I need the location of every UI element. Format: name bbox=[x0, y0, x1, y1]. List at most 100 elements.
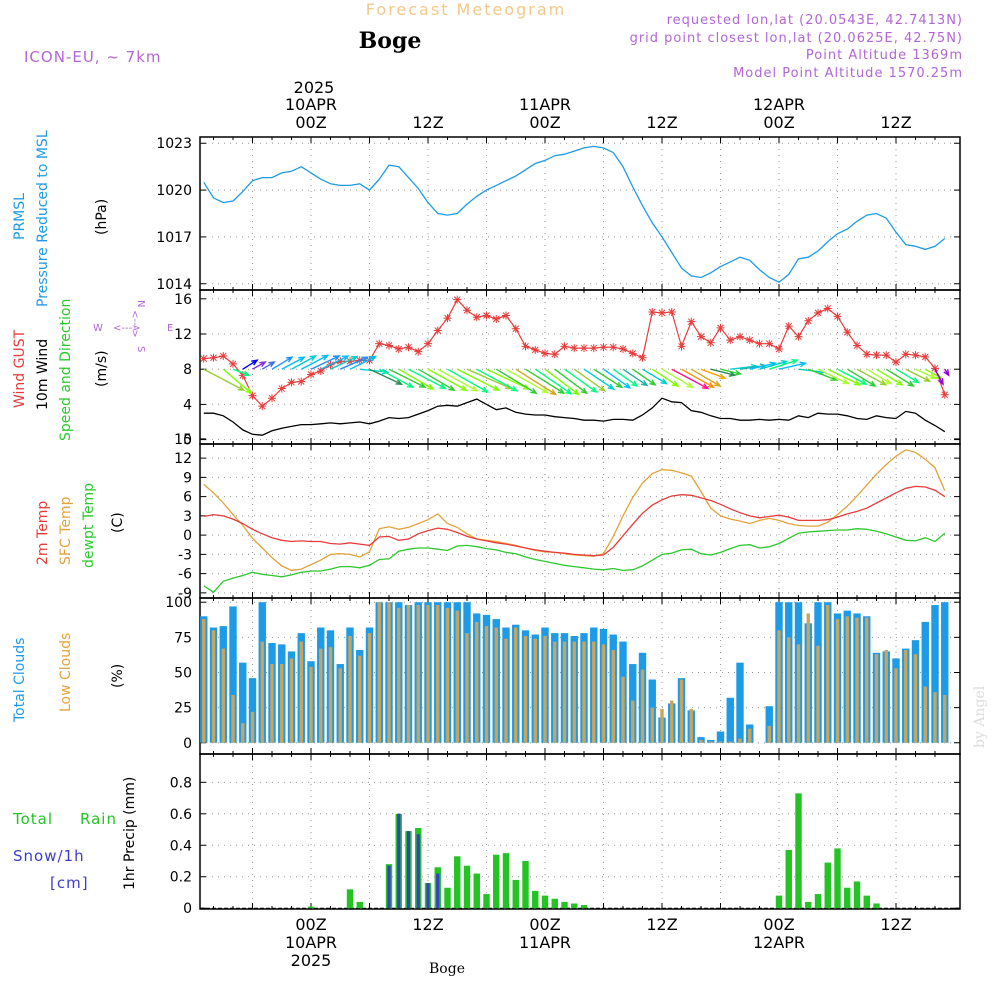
wind-direction-arrow bbox=[632, 368, 657, 386]
top-date-label: 10APR bbox=[285, 95, 337, 114]
gust-marker bbox=[550, 350, 559, 359]
wind-direction-arrow bbox=[408, 368, 447, 390]
y-tick-label: 0.2 bbox=[170, 870, 192, 886]
low-cloud-bar bbox=[426, 605, 430, 743]
temp2m-label: 2m Temp bbox=[35, 501, 51, 565]
low-cloud-bar bbox=[455, 610, 459, 743]
low-cloud-bar bbox=[816, 645, 820, 743]
rain-bar bbox=[463, 865, 471, 909]
gust-marker bbox=[687, 317, 696, 326]
low-cloud-bar bbox=[835, 619, 840, 743]
footer-location: Boge bbox=[429, 961, 465, 977]
rain-bar bbox=[356, 901, 363, 909]
sfc-temp-label: SFC Temp bbox=[58, 496, 74, 565]
rain-bar bbox=[795, 793, 802, 909]
gust-marker bbox=[433, 326, 442, 335]
low-cloud-bar bbox=[611, 650, 615, 743]
gust-marker bbox=[882, 351, 891, 360]
wind-label: 10m Wind bbox=[35, 339, 51, 410]
gust-marker bbox=[599, 343, 608, 352]
gust-marker bbox=[336, 357, 345, 366]
low-cloud-bar bbox=[338, 668, 342, 743]
y-tick-label: 8 bbox=[183, 362, 192, 378]
low-cloud-bar bbox=[250, 711, 255, 743]
wind-direction-arrow bbox=[330, 355, 359, 370]
wind-direction-arrow bbox=[427, 368, 468, 392]
rain-bar bbox=[853, 881, 861, 909]
dewpoint-line bbox=[203, 528, 946, 594]
gust-marker bbox=[706, 338, 715, 347]
y-tick-label: 1020 bbox=[156, 183, 192, 199]
pressure-unit: (hPa) bbox=[94, 199, 110, 235]
total-cloud-bar bbox=[229, 606, 237, 743]
snow-bar bbox=[426, 883, 430, 909]
y-tick-label: 1017 bbox=[156, 230, 192, 246]
wind-direction-arrow bbox=[661, 368, 694, 389]
wind-direction-arrow bbox=[291, 355, 318, 370]
low-cloud-bar bbox=[436, 605, 440, 743]
low-cloud-bar bbox=[806, 613, 810, 743]
compass-e: E bbox=[167, 323, 173, 334]
bottom-date-label: 11APR bbox=[519, 933, 571, 952]
gust-label: Wind GUST bbox=[12, 329, 28, 408]
wind-direction-arrow bbox=[885, 368, 915, 387]
grid-point-coords: grid point closest lon,lat (20.0625E, 42… bbox=[630, 31, 963, 46]
total-cloud-bar bbox=[716, 731, 725, 743]
wind-direction-arrow bbox=[261, 361, 276, 370]
rain-bar bbox=[493, 854, 500, 909]
wind-direction-arrow bbox=[398, 368, 435, 390]
gust-marker bbox=[619, 344, 627, 353]
clouds-unit: (%) bbox=[110, 664, 126, 688]
y-tick-label: 16 bbox=[174, 292, 192, 308]
gust-marker bbox=[453, 295, 462, 304]
top-year: 2025 bbox=[294, 78, 335, 97]
rain-bar bbox=[346, 889, 354, 909]
low-cloud-bar bbox=[718, 741, 723, 743]
y-tick-label: 1014 bbox=[156, 277, 192, 293]
wind-direction-arrow bbox=[846, 368, 877, 387]
location-title: Boge bbox=[359, 28, 422, 54]
low-cloud-bar bbox=[280, 664, 284, 743]
wind-direction-arrow bbox=[769, 358, 799, 370]
wind-direction-arrow bbox=[349, 355, 378, 370]
bottom-hour-label: 12Z bbox=[412, 915, 443, 934]
gust-marker bbox=[502, 311, 510, 320]
model-label: ICON-EU, ~ 7km bbox=[24, 48, 162, 66]
wind-direction-arrow bbox=[671, 368, 710, 390]
low-cloud-bar bbox=[826, 605, 830, 743]
gust-marker bbox=[658, 308, 666, 317]
low-cloud-bar bbox=[640, 669, 645, 743]
low-cloud-bar bbox=[933, 692, 937, 743]
low-clouds-label: Low Clouds bbox=[58, 633, 74, 712]
wind-direction-arrow bbox=[476, 368, 519, 392]
gust-marker bbox=[482, 311, 491, 320]
wind-direction-arrow bbox=[505, 368, 550, 394]
gust-marker bbox=[628, 349, 637, 358]
gust-marker bbox=[238, 371, 247, 380]
low-cloud-bar bbox=[865, 617, 869, 743]
gust-marker bbox=[892, 358, 900, 367]
gust-marker bbox=[580, 344, 588, 353]
wind-direction-arrow bbox=[534, 368, 573, 395]
y-tick-label: 0.6 bbox=[170, 807, 192, 823]
gust-marker bbox=[414, 347, 423, 356]
wind-direction-arrow bbox=[943, 368, 950, 377]
top-hour-label: 12Z bbox=[646, 113, 677, 132]
low-cloud-bar bbox=[494, 627, 498, 743]
wind-direction-arrow bbox=[700, 368, 727, 380]
low-cloud-bar bbox=[767, 725, 771, 743]
gust-marker bbox=[209, 353, 218, 362]
snow-bar bbox=[406, 831, 411, 909]
panel-frame bbox=[199, 289, 961, 445]
rain-bar bbox=[834, 848, 841, 909]
top-hour-label: 00Z bbox=[295, 113, 326, 132]
low-cloud-bar bbox=[475, 621, 479, 743]
gust-marker bbox=[287, 378, 296, 387]
wind-direction-arrow bbox=[603, 368, 632, 389]
gust-marker bbox=[853, 341, 861, 350]
pressure-label: Pressure Reduced to MSL bbox=[35, 130, 51, 307]
total-cloud-bar bbox=[931, 605, 939, 743]
gust-marker bbox=[248, 391, 257, 400]
wind-direction-arrow bbox=[642, 368, 669, 385]
